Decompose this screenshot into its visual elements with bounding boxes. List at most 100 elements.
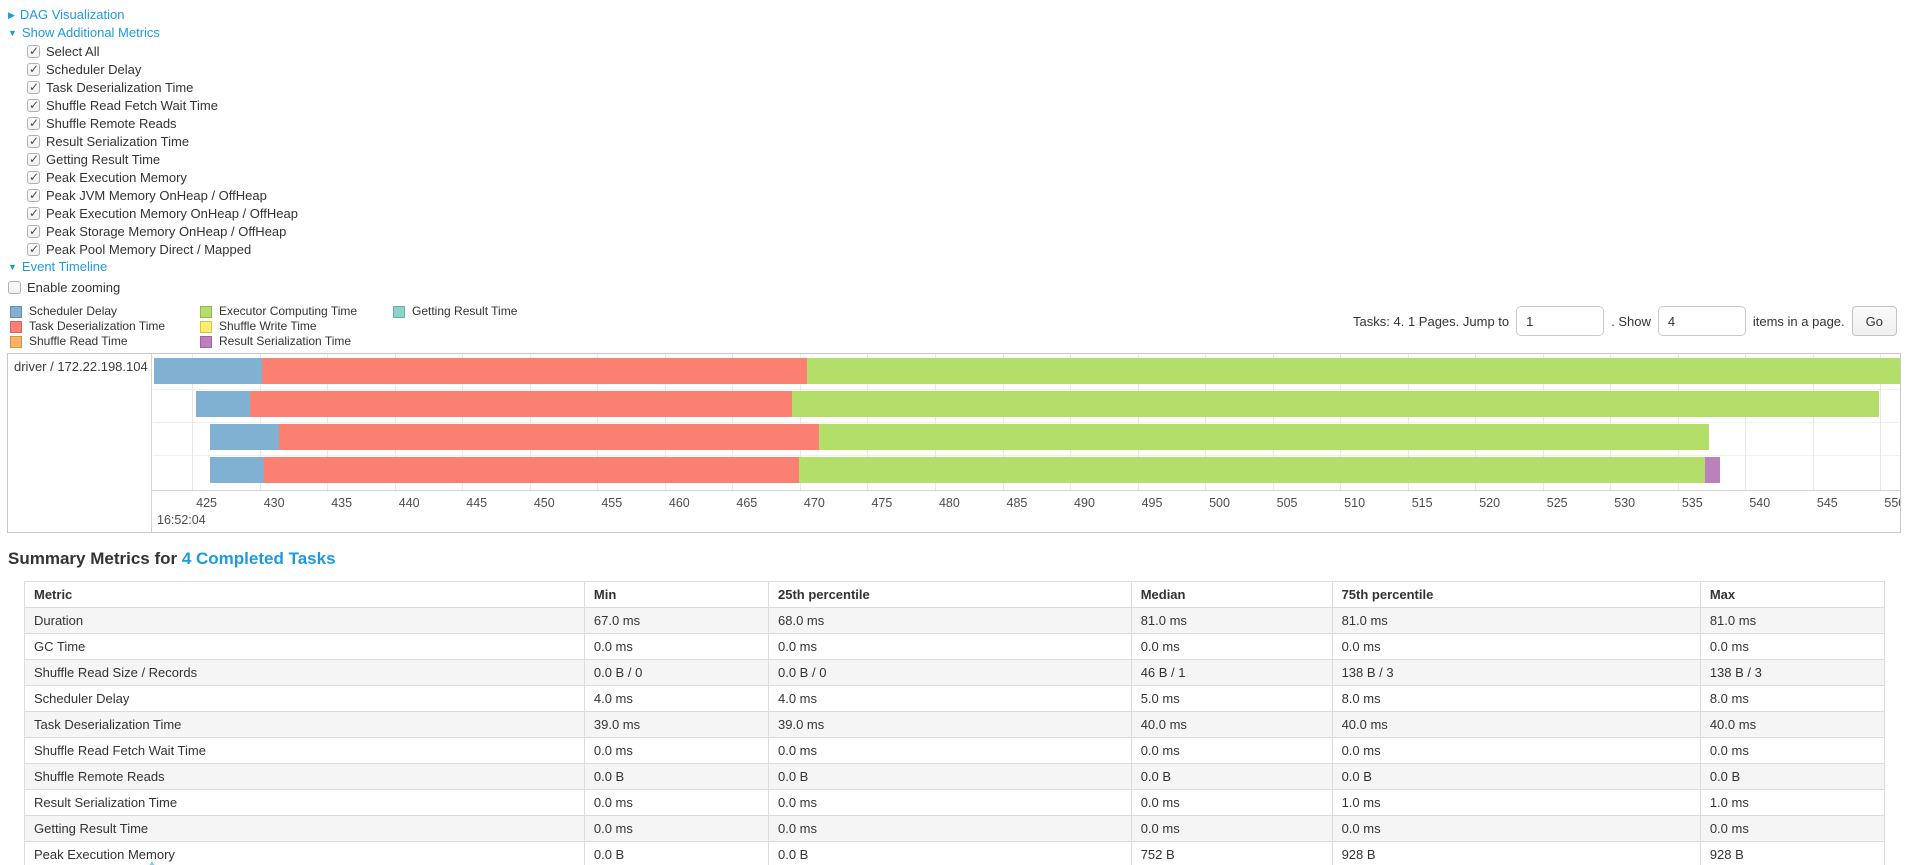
timeline-gridline [1812,354,1814,490]
checkbox-icon[interactable] [27,98,40,112]
column-header-25th-percentile: 25th percentile [768,581,1132,608]
timeline-tick-label: 455 [601,496,623,510]
metric-value-cell: 1.0 ms [1699,789,1886,816]
metric-value-cell: 0.0 ms [768,789,1132,816]
metric-name-cell: Shuffle Read Size / Records [24,659,585,686]
checkbox-icon[interactable] [27,152,40,166]
timeline-tick-label: 465 [736,496,758,510]
timeline-gridline [934,354,936,490]
timeline-gridline [462,354,464,490]
checkbox-icon[interactable] [27,44,40,58]
metric-checkbox-getting-result-time[interactable]: Getting Result Time [27,150,160,168]
metric-value-cell: 0.0 ms [1331,815,1701,842]
checkbox-icon[interactable] [27,80,40,94]
column-header-max: Max [1699,581,1886,608]
metric-checkbox-select-all[interactable]: Select All [27,42,99,60]
timeline-gridline [799,354,801,490]
pagination-controls: Tasks: 4. 1 Pages. Jump to . Show items … [1353,304,1897,336]
table-row: Duration 67.0 ms 68.0 ms 81.0 ms 81.0 ms 81.0… [24,607,1886,634]
section-dag-visualization-label: DAG Visualization [19,7,125,22]
checkbox-icon[interactable] [27,116,40,130]
timeline-tick-label: 435 [331,496,353,510]
metric-checkbox-task-deserialization-time[interactable]: Task Deserialization Time [27,78,193,96]
checkbox-icon[interactable] [27,134,40,148]
legend-swatch-icon [200,305,212,318]
metric-checkbox-shuffle-remote-reads[interactable]: Shuffle Remote Reads [27,114,177,132]
enable-zooming-option[interactable]: Enable zooming [0,278,120,296]
task-1-scheduler-delay-bar[interactable] [154,358,263,384]
task-3-scheduler-delay-bar[interactable] [209,424,279,450]
metric-checkbox-peak-execution-memory-onheap-offheap[interactable]: Peak Execution Memory OnHeap / OffHeap [27,204,298,222]
task-4-task-deserialization-time-bar[interactable] [263,457,799,483]
timeline-plot-area [153,354,1900,490]
legend-item-getting_result_time: Getting Result Time [393,304,517,319]
legend-label: Shuffle Write Time [219,319,317,333]
task-1-executor-computing-time-bar[interactable] [806,358,1900,384]
task-4-scheduler-delay-bar[interactable] [209,457,264,483]
task-3-task-deserialization-time-bar[interactable] [278,424,819,450]
section-dag-visualization[interactable]: ▶ DAG Visualization [0,6,124,24]
metric-checkbox-shuffle-read-fetch-wait-time[interactable]: Shuffle Read Fetch Wait Time [27,96,218,114]
task-3-executor-computing-time-bar[interactable] [818,424,1709,450]
checkbox-icon[interactable] [27,242,40,256]
metric-value-cell: 81.0 ms [1331,607,1701,634]
checkbox-icon[interactable] [27,206,40,220]
completed-tasks-link[interactable]: 4 Completed Tasks [181,549,336,568]
jump-to-page-input[interactable] [1516,306,1605,336]
task-4-executor-computing-time-bar[interactable] [798,457,1705,483]
metric-name-cell: Scheduler Delay [24,685,585,712]
timeline-gridline [394,354,396,490]
checkbox-icon[interactable] [27,170,40,184]
items-per-page-input[interactable] [1657,306,1746,336]
timeline-axis-separator [8,490,1900,491]
timeline-gridline [1137,354,1139,490]
timeline-tick-label: 510 [1344,496,1366,510]
metric-value-cell: 0.0 ms [1331,633,1701,660]
task-1-task-deserialization-time-bar[interactable] [262,358,807,384]
next-section-caret-icon[interactable] [147,861,157,865]
section-show-additional-metrics[interactable]: ▼ Show Additional Metrics [0,24,160,42]
metric-value-cell: 0.0 ms [1699,815,1886,842]
event-timeline-chart: driver / 172.22.198.104 425 430 435 440 445 4… [7,353,1901,533]
timeline-gridline [1340,354,1342,490]
timeline-tick-label: 480 [938,496,960,510]
legend-label: Executor Computing Time [219,304,358,318]
timeline-gridline [1205,354,1207,490]
task-4-result-serialization-time-bar[interactable] [1704,457,1720,483]
timeline-tick-label: 535 [1681,496,1703,510]
metric-checkbox-peak-execution-memory[interactable]: Peak Execution Memory [27,168,187,186]
task-2-task-deserialization-time-bar[interactable] [250,391,792,417]
timeline-gridline [1475,354,1477,490]
section-event-timeline[interactable]: ▼ Event Timeline [0,258,107,276]
enable-zooming-checkbox[interactable] [8,280,21,294]
timeline-gridline [1880,354,1882,490]
timeline-tick-label: 440 [398,496,420,510]
task-2-executor-computing-time-bar[interactable] [791,391,1880,417]
go-button[interactable]: Go [1851,306,1897,336]
metric-value-cell: 0.0 ms [583,737,770,764]
metric-checkbox-peak-storage-memory-onheap-offheap[interactable]: Peak Storage Memory OnHeap / OffHeap [27,222,286,240]
timeline-tick-label: 540 [1749,496,1771,510]
timeline-tick-label: 505 [1276,496,1298,510]
metric-name-cell: Shuffle Read Fetch Wait Time [24,737,585,764]
metric-value-cell: 39.0 ms [768,711,1132,738]
section-event-timeline-label: Event Timeline [21,259,108,274]
metric-value-cell: 0.0 ms [768,737,1132,764]
metric-checkbox-scheduler-delay[interactable]: Scheduler Delay [27,60,141,78]
metric-name-cell: Task Deserialization Time [24,711,585,738]
timeline-group-label: driver / 172.22.198.104 [14,359,148,374]
metric-checkbox-result-serialization-time[interactable]: Result Serialization Time [27,132,189,150]
task-2-scheduler-delay-bar[interactable] [196,391,251,417]
timeline-tick-label: 500 [1209,496,1230,510]
metric-checkbox-peak-jvm-memory-onheap-offheap[interactable]: Peak JVM Memory OnHeap / OffHeap [27,186,267,204]
legend-swatch-icon [10,335,22,348]
checkbox-icon[interactable] [27,62,40,76]
metric-value-cell: 8.0 ms [1331,685,1701,712]
timeline-tick-label: 515 [1411,496,1433,510]
checkbox-icon[interactable] [27,224,40,238]
metric-value-cell: 0.0 ms [1130,789,1333,816]
metric-value-cell: 4.0 ms [768,685,1132,712]
legend-item-executor_computing_time: Executor Computing Time [200,304,393,319]
checkbox-icon[interactable] [27,188,40,202]
metric-checkbox-peak-pool-memory-direct-mapped[interactable]: Peak Pool Memory Direct / Mapped [27,240,251,258]
